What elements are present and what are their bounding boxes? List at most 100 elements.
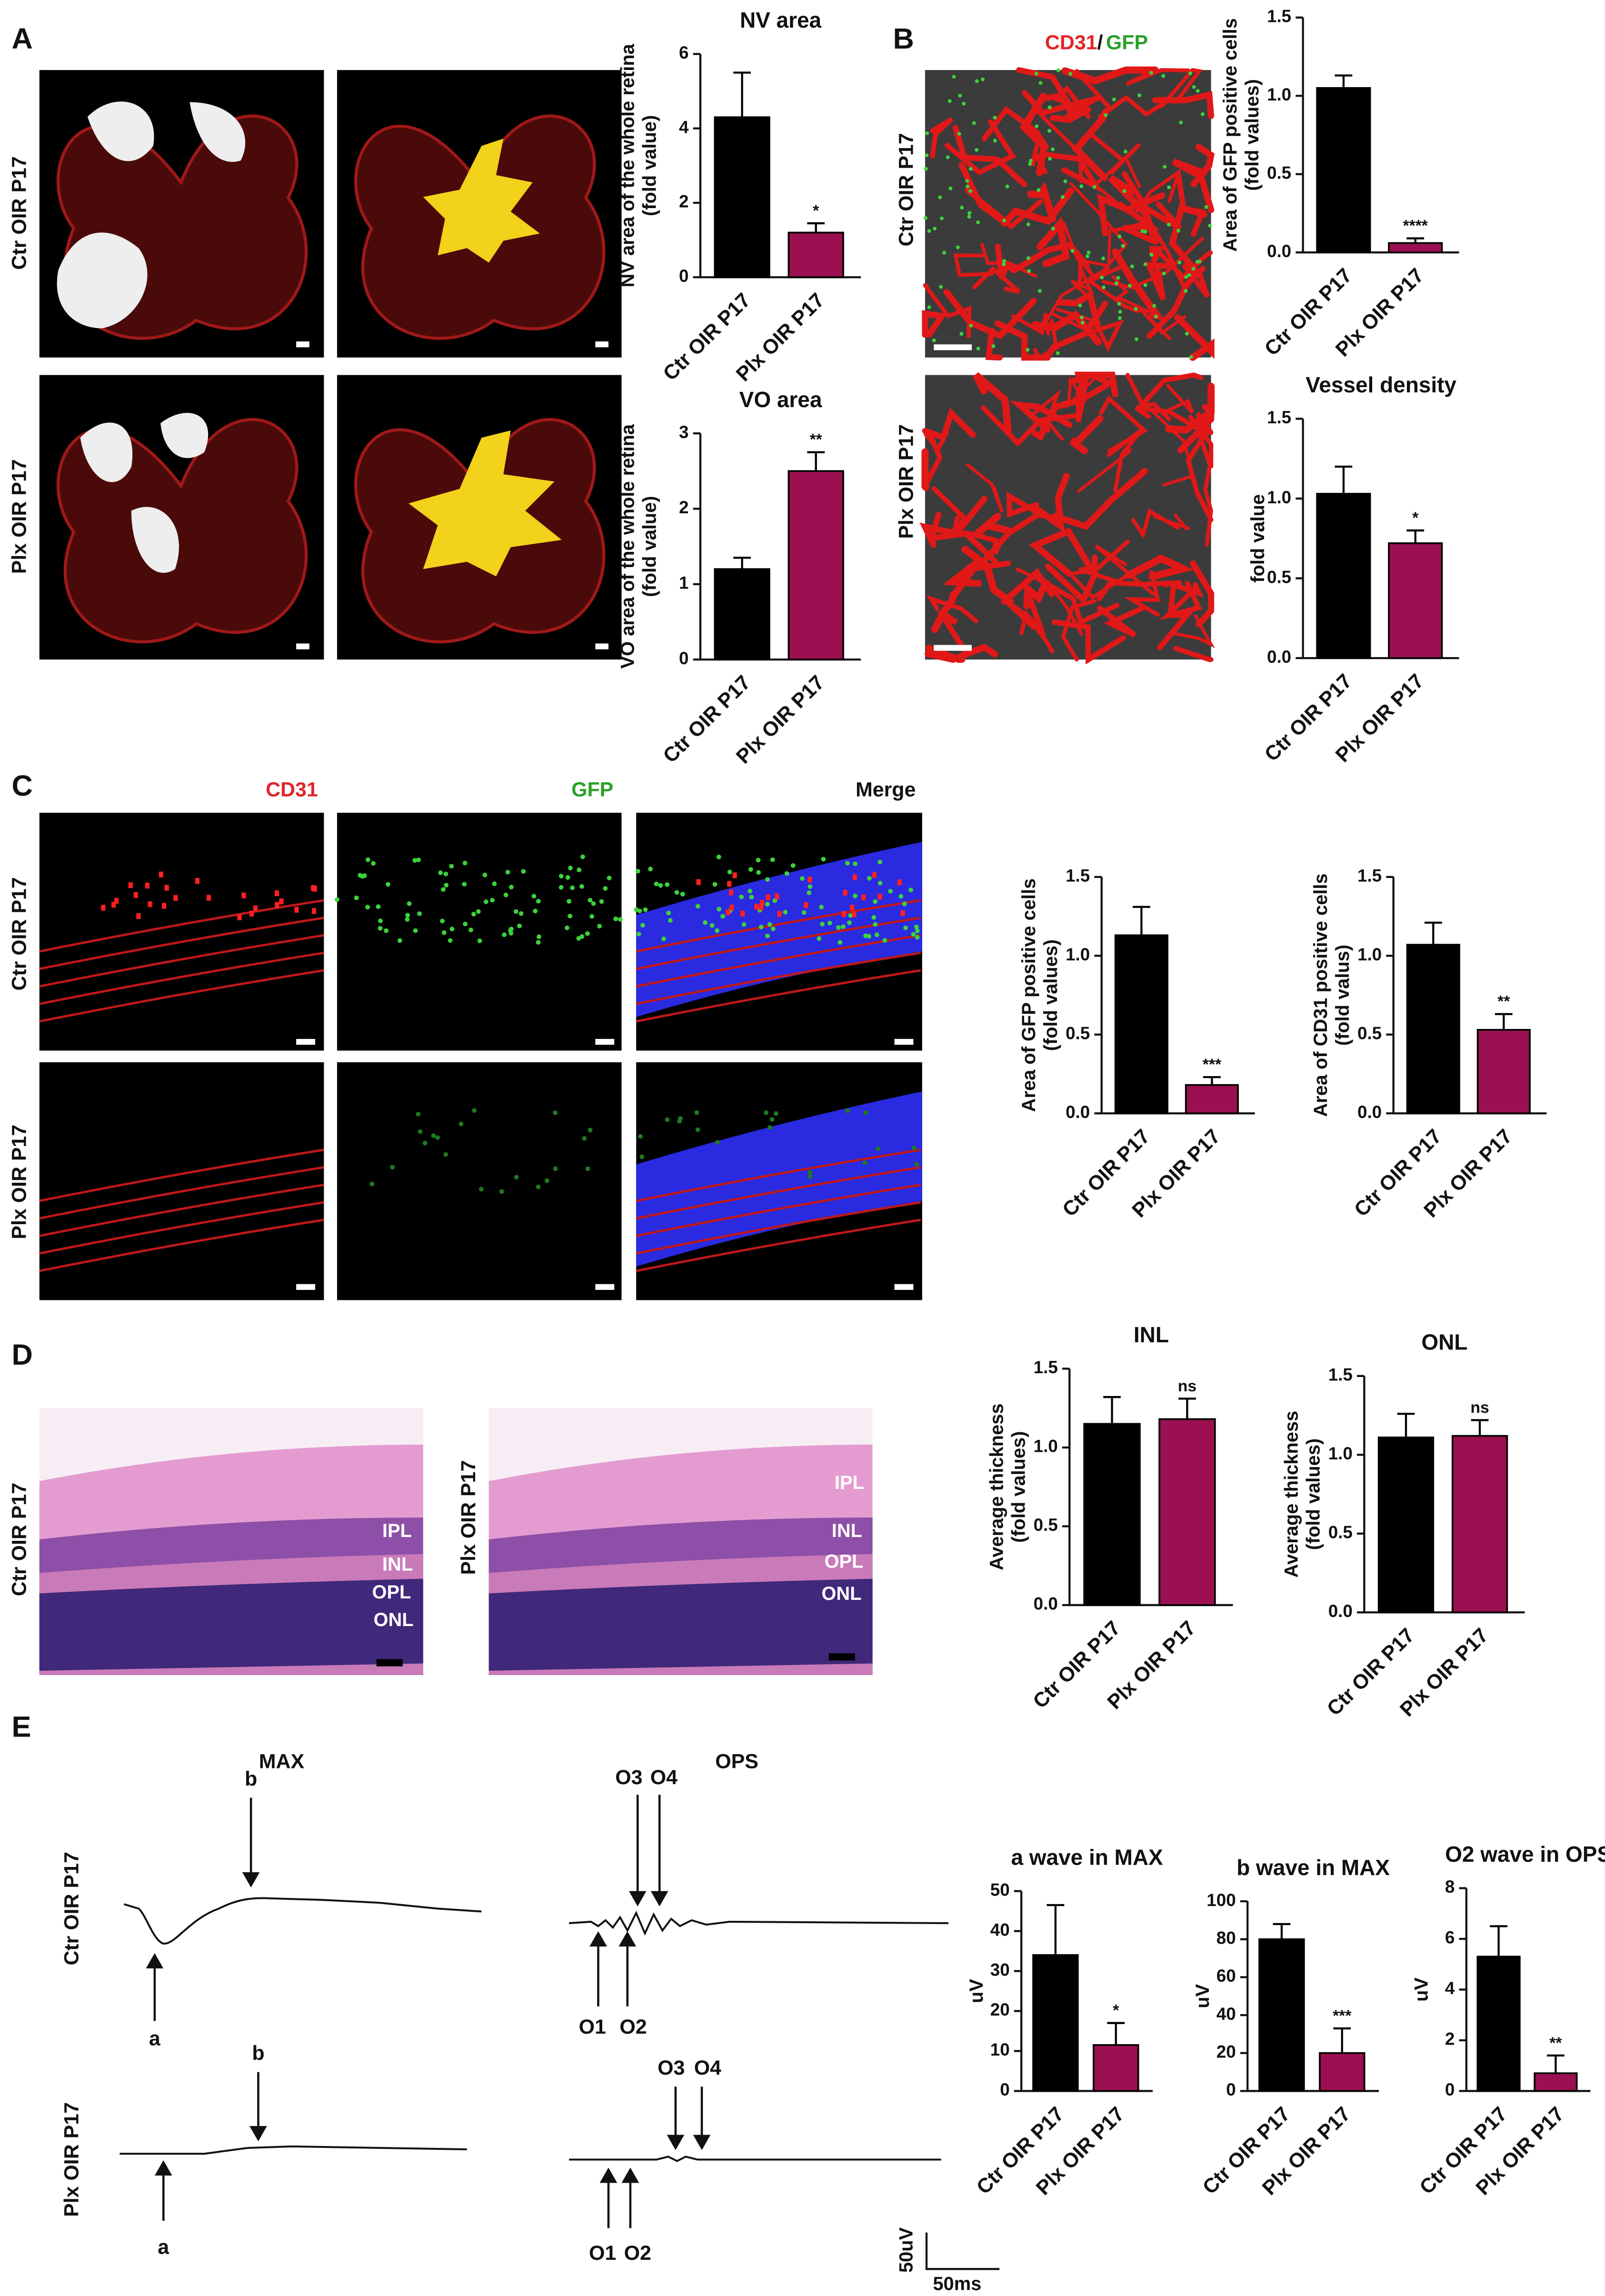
scale-bars — [296, 341, 972, 1290]
gfp-cell — [384, 928, 389, 933]
significance: ns — [1178, 1377, 1196, 1395]
gfp-cell — [648, 867, 653, 871]
y-tick-label: 0.0 — [1034, 1594, 1058, 1614]
cd31-spot — [133, 892, 138, 898]
vessel — [981, 106, 1049, 150]
bar — [1388, 242, 1443, 253]
vessel — [1159, 68, 1203, 109]
y-axis-label: (fold values) — [1040, 939, 1061, 1051]
gfp-cell — [773, 1111, 778, 1116]
vessel — [1050, 85, 1091, 119]
gfp-cell — [558, 874, 564, 878]
y-tick-label: 20 — [990, 2000, 1010, 2019]
vessel-band — [39, 1148, 324, 1202]
y-axis-label: Average thickness — [987, 1403, 1007, 1570]
gfp-cell — [874, 932, 879, 938]
row-label: Plx OIR P17 — [8, 459, 30, 574]
y-tick-label: 0 — [679, 649, 688, 668]
trace-title: MAX — [259, 1750, 305, 1773]
gfp-cell — [1056, 68, 1060, 72]
bar — [1476, 1956, 1521, 2092]
gfp-cell — [567, 898, 571, 904]
erg-trace — [569, 2156, 941, 2162]
vessel — [1176, 172, 1206, 237]
marker-label: O2 — [619, 2016, 647, 2038]
gfp-cell — [479, 1187, 484, 1192]
scale-bar — [376, 1659, 403, 1667]
gfp-cell — [924, 167, 928, 171]
y-tick-label: 1.0 — [1034, 1437, 1058, 1456]
gfp-cell — [720, 914, 725, 919]
bar — [1319, 2052, 1366, 2092]
error-bar — [1495, 1013, 1513, 1030]
y-tick-label: 0.0 — [1357, 1102, 1382, 1122]
gfp-cell — [462, 882, 467, 887]
gfp-cell — [378, 918, 383, 923]
gfp-cell — [553, 1110, 558, 1115]
gfp-cell — [1118, 309, 1122, 314]
vessel — [1155, 248, 1213, 280]
gfp-cell — [1117, 316, 1122, 320]
y-tick-label: 40 — [990, 1920, 1010, 1939]
gfp-cell — [435, 1135, 440, 1140]
gfp-cell — [952, 75, 956, 79]
y-tick-label: 0.5 — [1267, 163, 1291, 182]
vessel — [1069, 182, 1128, 280]
gfp-cell — [471, 911, 476, 917]
gfp-cell — [767, 922, 772, 927]
cd31-spot — [841, 911, 847, 917]
gfp-cell — [741, 922, 747, 927]
y-tick-label: 0 — [1445, 2080, 1455, 2099]
gfp-cell — [335, 897, 339, 902]
y-tick-label: 1.0 — [1267, 488, 1291, 507]
y-axis-label: (fold valus) — [1332, 945, 1353, 1046]
gfp-cell — [441, 887, 446, 892]
marker-label: a — [149, 2027, 161, 2050]
gfp-cell — [568, 914, 573, 918]
y-tick-label: 0 — [1226, 2080, 1236, 2099]
gfp-cell — [807, 1170, 813, 1175]
gfp-cell — [580, 854, 585, 859]
error-bar — [1547, 2054, 1565, 2074]
chart-title: VO area — [739, 387, 822, 412]
gfp-cell — [1189, 355, 1193, 359]
vessel-band — [39, 917, 324, 970]
error-bar — [1335, 465, 1353, 494]
gfp-cell — [483, 899, 488, 904]
vessel — [1173, 646, 1214, 662]
gfp-cell — [1047, 105, 1052, 110]
gfp-cell — [695, 904, 700, 909]
micrographs — [39, 66, 1215, 1676]
gfp-cell — [821, 857, 826, 862]
cd31-spot — [206, 895, 211, 901]
gfp-cell — [533, 908, 538, 914]
y-tick-label: 100 — [1206, 1890, 1236, 1910]
gfp-cell — [1161, 74, 1166, 78]
gfp-cell — [582, 1136, 587, 1141]
vessel-band — [39, 1183, 324, 1238]
gfp-cell — [577, 868, 582, 872]
y-tick-label: 4 — [679, 117, 689, 137]
gfp-cell — [365, 857, 370, 862]
significance: ** — [1497, 992, 1510, 1010]
cd31-spot — [729, 904, 734, 911]
y-axis-label: VO area of the whole retina — [617, 424, 638, 669]
gfp-cell — [695, 1127, 700, 1132]
gfp-cell — [801, 910, 807, 915]
y-tick-label: 0.5 — [1034, 1515, 1058, 1535]
bar — [1406, 944, 1460, 1115]
panel-letter: B — [893, 22, 914, 55]
cd31-spot — [843, 889, 847, 896]
gfp-cell — [770, 926, 776, 931]
gfp-cell — [1140, 229, 1145, 233]
y-axis-label: fold value — [1247, 494, 1268, 583]
bar — [1377, 1437, 1435, 1614]
gfp-cell — [932, 338, 936, 342]
vessel-band — [636, 1183, 921, 1238]
layer-label: OPL — [824, 1551, 863, 1572]
row-label: Plx OIR P17 — [457, 1460, 480, 1575]
gfp-cell — [365, 905, 370, 910]
gfp-cell — [765, 902, 770, 907]
vessel — [953, 253, 994, 277]
gfp-cell — [386, 882, 390, 887]
